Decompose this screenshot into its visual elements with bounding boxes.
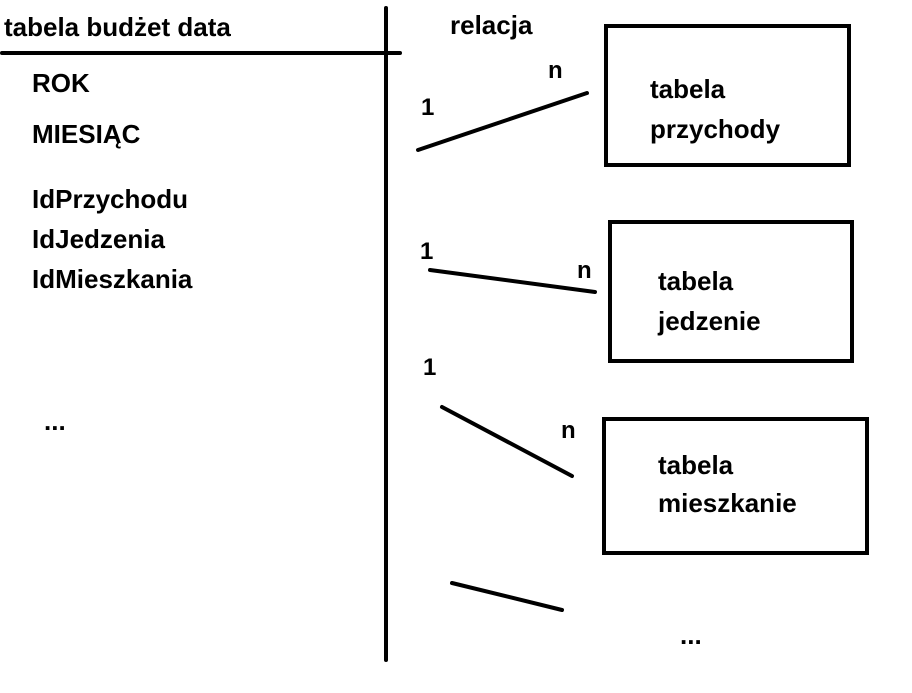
- box-przychody-line2: przychody: [650, 114, 781, 144]
- relation-many-label: n: [577, 257, 592, 284]
- relation-one-label: 1: [421, 94, 435, 121]
- relation-many-label: n: [561, 417, 576, 444]
- relation-one-label: 1: [423, 354, 437, 381]
- box-przychody-line1: tabela: [650, 74, 726, 104]
- relation-line-mieszkanie: [440, 405, 574, 478]
- box-jedzenie: [608, 220, 854, 363]
- box-mieszkanie: [602, 417, 869, 555]
- box-przychody: [604, 24, 851, 167]
- field-rok: ROK: [32, 68, 90, 98]
- box-jedzenie-line1: tabela: [658, 266, 734, 296]
- relation-one-label: 1: [420, 238, 434, 265]
- field-idjedzenia: IdJedzenia: [32, 224, 165, 254]
- relation-many-label: n: [548, 57, 563, 84]
- right-ellipsis: ...: [680, 620, 702, 650]
- relation-header: relacja: [450, 10, 533, 40]
- left-ellipsis: ...: [44, 406, 66, 436]
- relation-line-jedzenie: [428, 268, 597, 294]
- left-table-title: tabela budżet data: [4, 12, 231, 42]
- box-mieszkanie-line2: mieszkanie: [658, 488, 797, 518]
- relation-line-przychody: [416, 91, 589, 152]
- field-miesiac: MIESIĄC: [32, 119, 141, 149]
- field-idmieszkania: IdMieszkania: [32, 264, 193, 294]
- box-jedzenie-line2: jedzenie: [658, 306, 761, 336]
- box-mieszkanie-line1: tabela: [658, 450, 734, 480]
- relation-line-more: [450, 581, 564, 612]
- field-idprzychodu: IdPrzychodu: [32, 184, 189, 214]
